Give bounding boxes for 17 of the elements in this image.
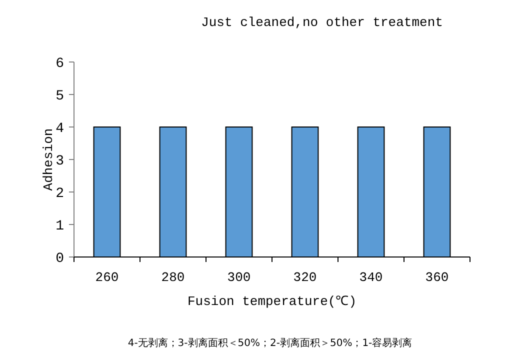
y-tick-label: 3 [56,154,64,170]
x-axis-title: Fusion temperature(℃) [187,294,357,309]
y-tick-label: 4 [56,121,64,137]
x-tick-label: 320 [293,270,317,285]
y-tick-label: 6 [56,56,64,72]
y-tick-label: 0 [56,251,64,267]
x-tick-label: 360 [425,270,449,285]
y-tick-label: 5 [56,88,64,104]
x-tick-label: 260 [95,270,119,285]
y-axis-title: Adhesion [41,128,56,191]
x-tick-label: 340 [359,270,383,285]
y-tick-label: 1 [56,218,64,234]
y-tick-label: 2 [56,186,64,202]
chart-title: Just cleaned,no other treatment [201,15,443,30]
x-tick-label: 280 [161,270,185,285]
text: 4-无剥离；3-剥离面积＜50%；2-剥离面积＞50%；1-容易剥离 [128,337,412,349]
x-tick-label: 300 [227,270,251,285]
